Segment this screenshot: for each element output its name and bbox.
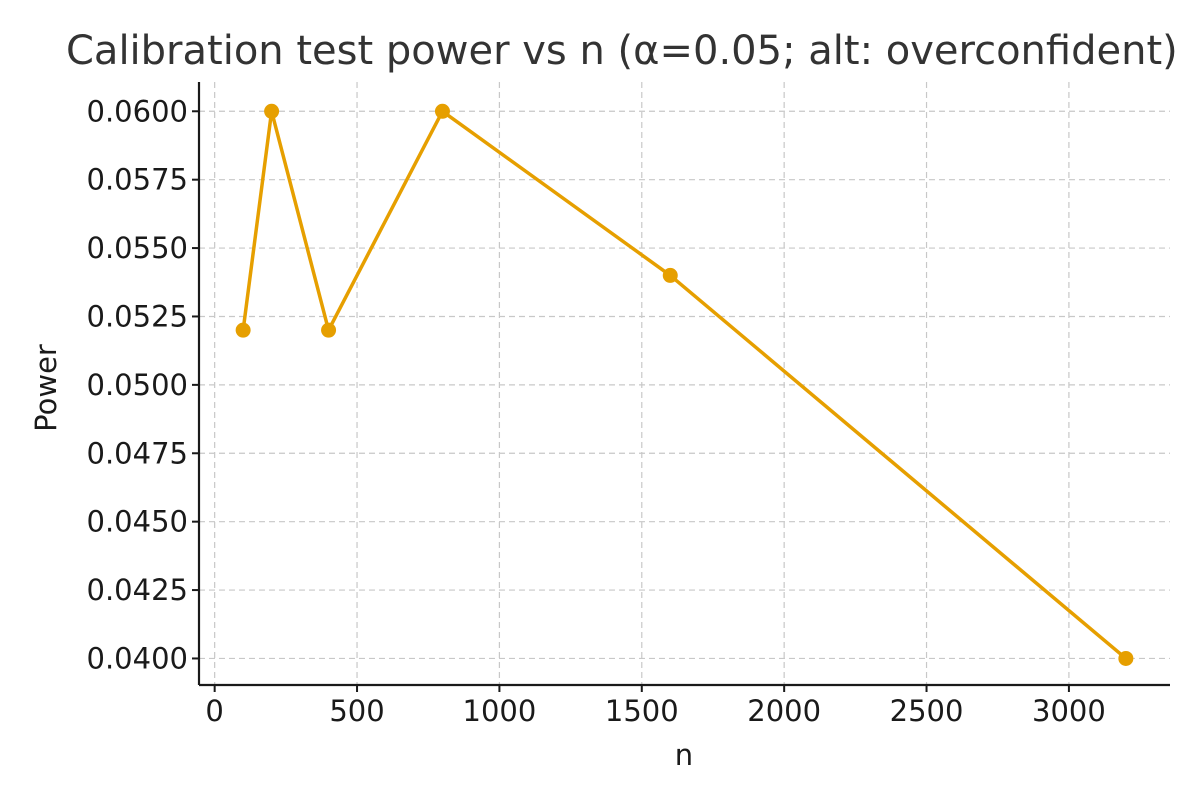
x-tick-label: 2000	[747, 694, 821, 728]
data-point	[321, 322, 337, 338]
x-tick-label: 1500	[605, 694, 679, 728]
tick-labels: 0 500 1000 1500 2000 2500 3000 0.0400 0.0425 0.04…	[87, 94, 1106, 728]
x-tick-label: 2500	[890, 694, 964, 728]
y-axis-label: Power	[29, 344, 63, 432]
data-point	[662, 267, 678, 283]
series-layer	[235, 103, 1134, 666]
y-tick-label: 0.0450	[87, 505, 188, 539]
y-tick-label: 0.0425	[87, 573, 188, 607]
axes	[192, 82, 1170, 692]
series-line	[241, 109, 1128, 661]
data-point	[264, 103, 280, 119]
data-point	[235, 322, 251, 338]
data-point	[1118, 650, 1134, 666]
x-tick-label: 3000	[1032, 694, 1106, 728]
y-tick-label: 0.0500	[87, 368, 188, 402]
x-axis-label: n	[675, 738, 693, 772]
chart-title: Calibration test power vs n (α=0.05; alt…	[66, 28, 1178, 74]
y-tick-label: 0.0600	[87, 94, 188, 128]
x-tick-label: 500	[329, 694, 384, 728]
y-tick-label: 0.0525	[87, 299, 188, 333]
x-tick-label: 1000	[463, 694, 537, 728]
grid	[199, 82, 1170, 685]
y-tick-label: 0.0400	[87, 641, 188, 675]
data-point	[434, 103, 450, 119]
y-tick-label: 0.0575	[87, 163, 188, 197]
y-tick-label: 0.0550	[87, 231, 188, 265]
y-tick-label: 0.0475	[87, 436, 188, 470]
x-tick-label: 0	[205, 694, 223, 728]
